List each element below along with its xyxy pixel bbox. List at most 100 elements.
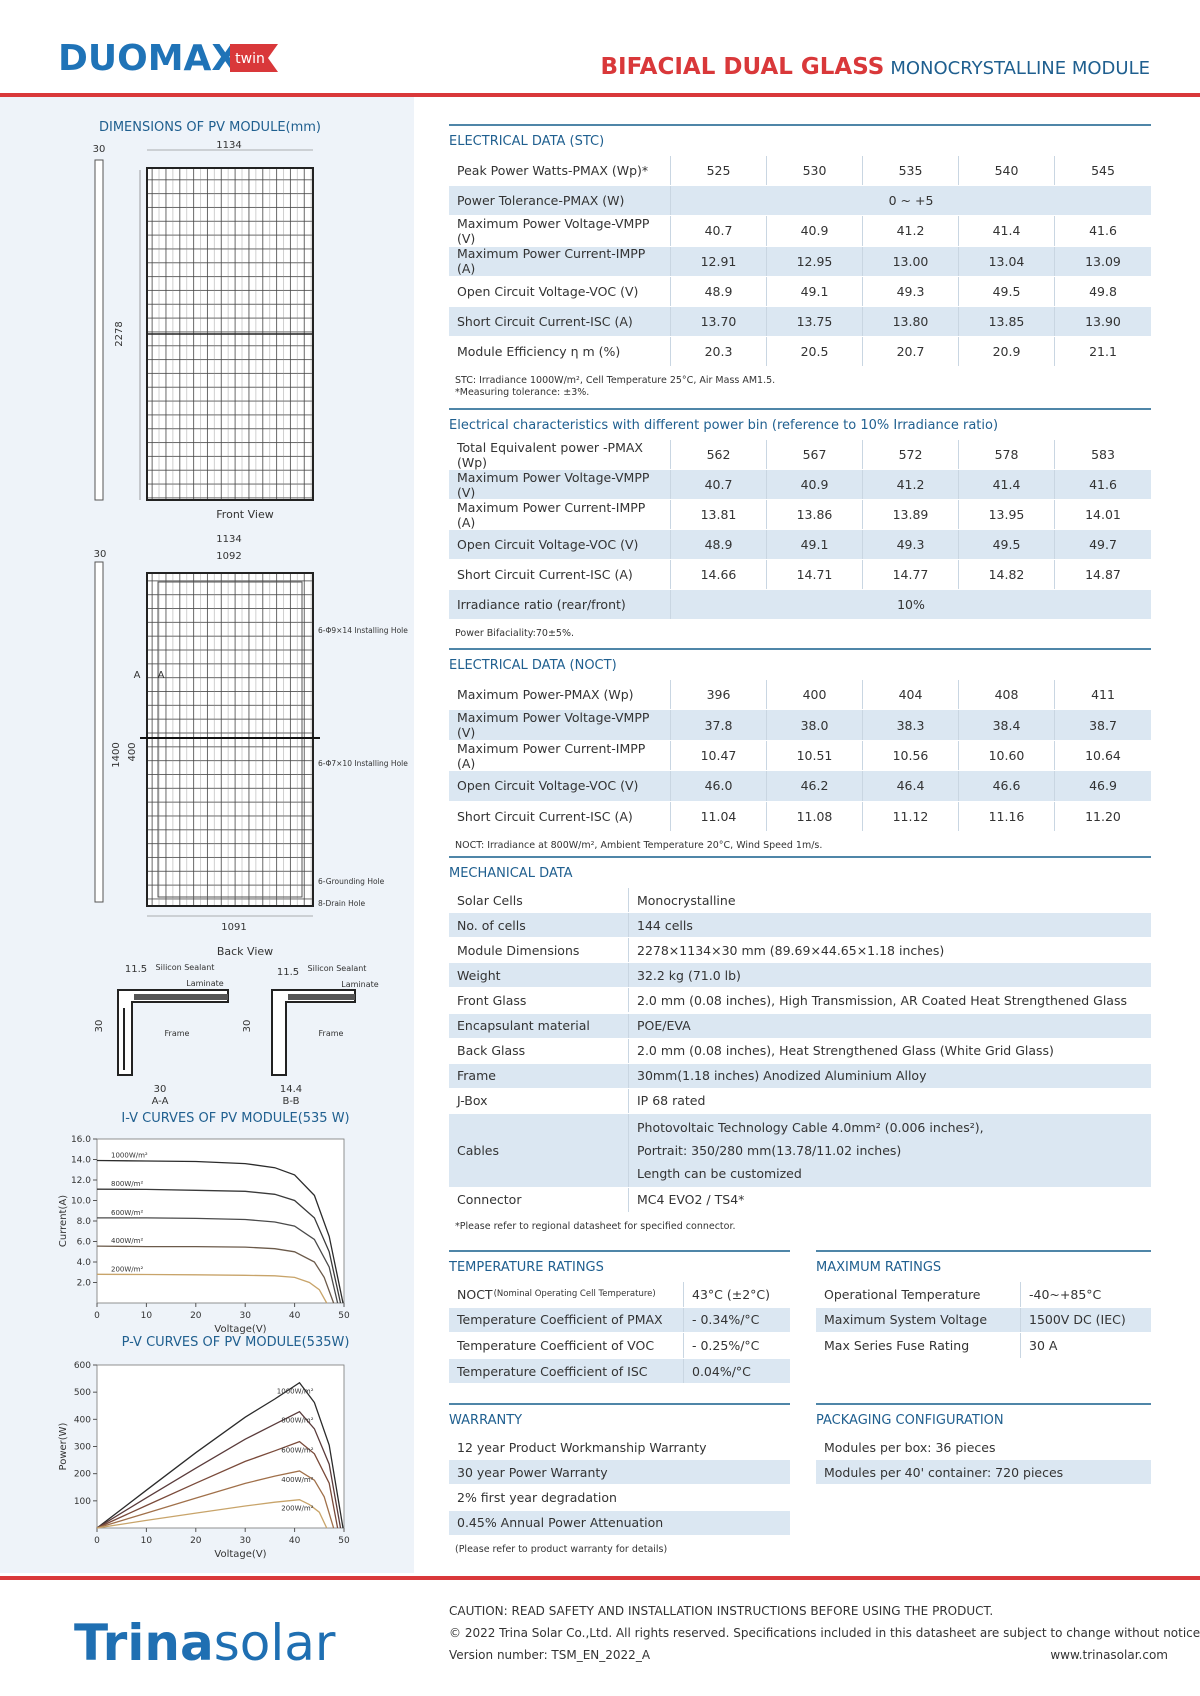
brand: Trinasolar [74,1614,336,1672]
back-frame [157,581,303,898]
label-text: Max Series Fuse Rating [824,1337,970,1353]
plot-area [96,1138,345,1304]
label-text: Modules per 40' container: 720 pieces [824,1464,1064,1480]
x-tick-label: 0 [94,1311,100,1321]
y-axis-label: Power(W) [58,1422,69,1470]
header-title: BIFACIAL DUAL GLASS MONOCRYSTALLINE MODUL… [601,54,1150,80]
row-label: Total Equivalent power -PMAX (Wp) [449,440,671,470]
curve [96,1273,328,1304]
brand-rest: solar [214,1614,336,1672]
drawing-label: 6-Grounding Hole [318,877,385,886]
curve [96,1381,344,1529]
x-tick-label: 20 [190,1536,202,1546]
footer-url: www.trinasolar.com [1050,1648,1168,1662]
row-value: 13.75 [767,307,863,337]
row-value: 38.7 [1089,717,1117,733]
table-row: Front Glass 2.0 mm (0.08 inches), High Tr… [449,988,1151,1014]
curve-label: 400W/m² [111,1237,143,1245]
row-value: 13.85 [959,307,1055,337]
row-value: 10.56 [863,740,959,771]
drawing-label: 30 [93,144,106,155]
drawing-label: Laminate [341,980,378,989]
table-row: Maximum System Voltage 1500V DC (IEC) [816,1307,1151,1334]
table-row: Total Equivalent power -PMAX (Wp) 562 567 5… [449,440,1151,470]
row-value: 10.51 [767,740,863,771]
row-value: 572 [863,440,959,469]
chart-title: P-V CURVES OF PV MODULE(535W) [122,1335,350,1350]
table-row: No. of cells 144 cells [449,913,1151,939]
row-label: Peak Power Watts-PMAX (Wp)* [449,156,671,186]
row-label: 2% first year degradation [449,1485,790,1509]
table-row: Short Circuit Current-ISC (A) 14.66 14.71 1… [449,560,1151,590]
row-value: 13.80 [863,307,959,337]
row-value: 562 [671,440,767,469]
curve-label: 600W/m² [111,1209,143,1217]
row-value: 14.01 [1085,507,1121,522]
row-label: Maximum Power-PMAX (Wp) [449,680,671,710]
back-view [146,572,314,907]
row-value: 32.2 kg (71.0 lb) [637,967,741,983]
row-value: 40.9 [767,470,863,499]
y-tick-label: 2.0 [77,1279,92,1289]
row-value: 545 [1091,163,1115,179]
footer-line: © 2022 Trina Solar Co.,Ltd. All rights r… [449,1626,1200,1640]
row-label: Short Circuit Current-ISC (A) [449,801,671,831]
drawing-label: 2278 [114,321,125,346]
row-label: Open Circuit Voltage-VOC (V) [449,276,671,306]
row-label: Cables [449,1113,629,1187]
row-value: 396 [671,680,767,710]
row-label: Module Dimensions [449,938,629,963]
label-text: Short Circuit Current-ISC (A) [457,567,633,582]
row-value: 41.2 [863,470,959,499]
drawing-label: B-B [283,1096,300,1107]
table-row: Open Circuit Voltage-VOC (V) 48.9 49.1 49.3… [449,530,1151,560]
x-tick-label: 40 [289,1536,301,1546]
curve-label: 1000W/m² [277,1388,314,1396]
row-value: 30mm(1.18 inches) Anodized Aluminium All… [637,1068,927,1084]
y-tick-label: 100 [74,1497,91,1507]
row-value: 48.9 [671,530,767,559]
x-tick-label: 10 [141,1311,153,1321]
y-tick-label: 6.0 [77,1238,92,1248]
y-tick-label: 4.0 [77,1258,92,1268]
curve-label: 1000W/m² [111,1152,148,1160]
row-label: J-Box [449,1088,629,1113]
row-value: 411 [1091,687,1115,703]
row-value: 46.4 [863,771,959,801]
row-value: 408 [959,680,1055,710]
x-tick-label: 50 [338,1536,350,1546]
laminate-b [288,994,355,1000]
row-value: 10.64 [1085,747,1121,763]
drawing-label: 1134 [216,534,241,545]
row-value: 40.7 [671,216,767,246]
row-value: Photovoltaic Technology Cable 4.0mm² (0.… [629,1114,1151,1187]
drawing-label: 14.4 [280,1084,302,1095]
y-tick-label: 500 [74,1388,91,1398]
row-label: Front Glass [449,988,629,1013]
table-row: Max Series Fuse Rating 30 A [816,1333,1151,1359]
row-value: 21.1 [1089,344,1117,360]
row-label: Maximum System Voltage [816,1307,1021,1333]
row-label: 12 year Product Workmanship Warranty [449,1435,790,1459]
label-note: (Nominal Operating Cell Temperature) [493,1289,656,1300]
row-value: 525 [671,156,767,186]
row-label: Operational Temperature [816,1282,1021,1307]
row-value: 13.86 [767,500,863,529]
row-value: 400 [767,680,863,710]
row-value: 14.71 [767,560,863,589]
y-tick-label: 14.0 [71,1156,91,1166]
row-label: Solar Cells [449,888,629,913]
row-value: 30 A [1029,1337,1058,1353]
drawing-label: 400 [127,742,138,761]
table-row: Open Circuit Voltage-VOC (V) 46.0 46.2 46.4… [449,771,1151,802]
table-row: Maximum Power-PMAX (Wp) 396 400 404 408 411 [449,680,1151,711]
drawing-label: Frame [165,1029,190,1038]
row-value: 20.9 [959,337,1055,367]
title-rest: MONOCRYSTALLINE MODULE [890,58,1150,79]
row-value: - 0.34%/°C [692,1312,760,1328]
label-text: Frame [457,1068,496,1084]
label-text: Temperature Coefficient of PMAX [457,1312,663,1328]
row-value: 20.7 [863,337,959,367]
label-text: Maximum Power Current-IMPP (A) [457,740,646,771]
